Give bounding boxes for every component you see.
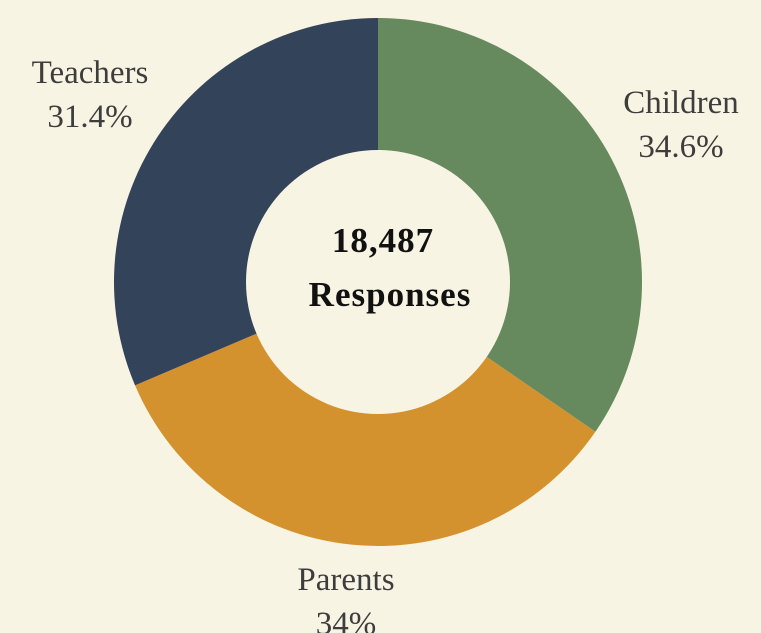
donut-hole xyxy=(246,150,510,414)
slice-label-name-parents: Parents xyxy=(297,562,394,598)
total-responses-value: 18,487 xyxy=(332,221,434,260)
slice-label-value-children: 34.6% xyxy=(638,129,723,165)
slice-parents xyxy=(135,282,596,546)
slice-label-value-parents: 34% xyxy=(316,606,377,633)
slice-children xyxy=(378,18,642,432)
slice-label-name-teachers: Teachers xyxy=(32,55,149,91)
total-responses-caption: Responses xyxy=(309,275,472,314)
slice-labels: Children 34.6% Parents 34% Teachers 31.4% xyxy=(32,55,739,633)
slice-label-name-children: Children xyxy=(623,85,738,121)
slice-label-value-teachers: 31.4% xyxy=(47,99,132,135)
